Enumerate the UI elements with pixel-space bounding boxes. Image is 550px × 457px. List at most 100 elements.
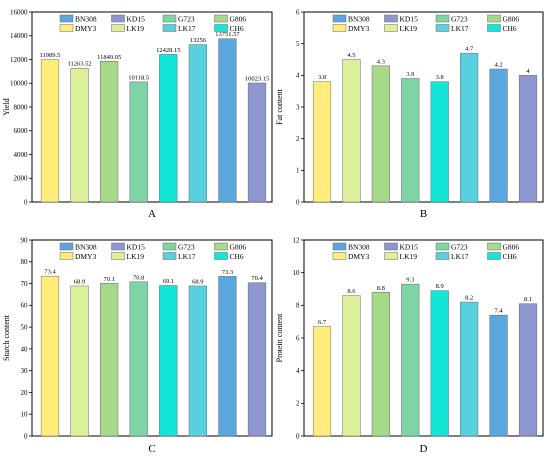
legend-label-kd15: KD15 — [400, 15, 419, 24]
legend-label-g723: G723 — [178, 243, 195, 252]
bar-dmy3 — [40, 59, 60, 203]
y-tick-label: 40 — [21, 345, 29, 353]
bar-g723 — [129, 281, 148, 437]
bar-bn308 — [489, 68, 508, 203]
data-label-bn308: 4.2 — [495, 62, 503, 69]
y-tick-label: 6000 — [14, 127, 29, 135]
y-tick-label: 1 — [296, 167, 300, 175]
data-label-lk19: 11263.52 — [68, 61, 92, 68]
data-label-dmy3: 11989.5 — [40, 52, 61, 59]
y-axis-label: Fat content — [275, 88, 284, 125]
y-axis-label: Protein content — [275, 313, 284, 362]
bar-lk19 — [342, 295, 361, 437]
data-label-lk17: 68.9 — [192, 278, 203, 285]
y-tick-label: 80 — [21, 258, 29, 266]
panel-label: D — [420, 443, 428, 455]
bar-kd15 — [247, 282, 267, 437]
legend-swatch-bn308 — [59, 242, 74, 251]
data-label-kd15: 10023.15 — [245, 75, 269, 82]
legend-label-bn308: BN308 — [75, 15, 97, 24]
chart-panel-d: 0 2 4 6 8 10 12 Protein content 6.7 8.6 8.8 9.3 8.9 8… — [275, 236, 544, 455]
bar-lk17 — [188, 44, 207, 203]
legend-swatch-g723 — [162, 242, 177, 251]
legend-swatch-bn308 — [332, 14, 347, 23]
legend-label-lk17: LK17 — [178, 252, 196, 261]
data-label-ch6: 3.8 — [436, 74, 444, 81]
legend-swatch-ch6 — [487, 252, 501, 260]
legend-label-lk19: LK19 — [400, 24, 418, 33]
y-tick-label: 12 — [293, 236, 301, 244]
data-label-lk17: 8.2 — [465, 295, 473, 302]
data-label-lk19: 8.6 — [347, 288, 356, 295]
data-label-bn308: 73.3 — [222, 269, 233, 276]
bar-lk17 — [188, 285, 207, 437]
chart-panel-a: 0 2000 4000 6000 8000 10000 12000 14000 16000 Yie… — [2, 8, 273, 220]
data-label-lk19: 4.5 — [347, 52, 355, 59]
y-tick-label: 10 — [21, 411, 29, 419]
bar-g806 — [371, 65, 390, 203]
bar-g723 — [129, 81, 148, 203]
chart-panel-c: 0 10 20 30 40 50 60 70 80 90 Starch content 73.4 68.… — [2, 236, 273, 455]
y-tick-label: 60 — [21, 302, 29, 310]
data-label-ch6: 8.9 — [436, 283, 444, 290]
bar-g806 — [100, 61, 119, 203]
bar-dmy3 — [40, 275, 60, 437]
bar-lk19 — [342, 59, 361, 203]
legend: BN308 KD15 G723 G806 DMY3 LK19 LK17 CH6 — [332, 14, 519, 33]
legend-swatch-bn308 — [332, 242, 347, 251]
legend-swatch-g806 — [214, 14, 228, 23]
bar-bn308 — [218, 38, 237, 203]
data-label-kd15: 8.1 — [524, 296, 532, 303]
y-tick-label: 3 — [296, 103, 300, 111]
bar-g806 — [371, 292, 390, 437]
legend-label-g806: G806 — [230, 15, 247, 24]
legend-swatch-bn308 — [59, 14, 74, 23]
legend-swatch-dmy3 — [59, 252, 74, 260]
legend-label-lk19: LK19 — [127, 24, 145, 33]
legend-swatch-ch6 — [214, 252, 228, 260]
legend-label-bn308: BN308 — [348, 243, 370, 252]
legend-swatch-lk19 — [111, 252, 125, 260]
data-label-g723: 3.9 — [406, 71, 414, 78]
y-tick-label: 0 — [24, 432, 28, 440]
legend-label-g723: G723 — [178, 15, 195, 24]
legend-swatch-lk17 — [435, 24, 450, 32]
data-label-dmy3: 3.8 — [318, 74, 326, 81]
data-label-g723: 10118.5 — [128, 74, 149, 81]
data-label-g806: 11849.05 — [97, 54, 121, 61]
legend-label-dmy3: DMY3 — [75, 252, 97, 261]
y-tick-label: 14000 — [10, 32, 28, 40]
chart-panel-b: 0 1 2 3 4 5 6 Fat content 3.8 4.5 4.3 3.9 3.8 4.7 4.2 4… — [275, 8, 544, 220]
legend: BN308 KD15 G723 G806 DMY3 LK19 LK17 CH6 — [59, 14, 247, 33]
legend-label-lk19: LK19 — [127, 252, 145, 261]
legend-swatch-lk19 — [384, 252, 398, 260]
y-tick-label: 16000 — [10, 8, 28, 16]
data-label-dmy3: 73.4 — [44, 269, 56, 276]
y-tick-label: 10 — [293, 269, 301, 277]
legend-swatch-dmy3 — [332, 252, 347, 260]
data-label-ch6: 12428.15 — [156, 47, 180, 54]
y-tick-label: 90 — [21, 236, 29, 244]
legend-label-ch6: CH6 — [230, 252, 244, 261]
y-tick-label: 50 — [21, 324, 29, 332]
y-tick-label: 4000 — [14, 151, 29, 159]
legend-swatch-lk17 — [162, 252, 177, 260]
bar-g723 — [401, 283, 420, 437]
legend-swatch-g723 — [435, 14, 450, 23]
data-label-dmy3: 6.7 — [318, 319, 327, 326]
legend-label-kd15: KD15 — [127, 15, 146, 24]
y-tick-label: 5 — [296, 40, 300, 48]
legend-label-g723: G723 — [451, 243, 468, 252]
y-tick-label: 8000 — [14, 103, 29, 111]
data-label-lk17: 13256 — [190, 37, 207, 44]
panel-label: A — [148, 208, 156, 220]
data-label-ch6: 69.1 — [163, 278, 174, 285]
legend: BN308 KD15 G723 G806 DMY3 LK19 LK17 CH6 — [59, 242, 246, 261]
y-tick-label: 2 — [296, 135, 300, 143]
legend-label-lk17: LK17 — [178, 24, 196, 33]
y-axis-label: Yield — [2, 98, 11, 115]
bar-bn308 — [218, 276, 237, 437]
legend-label-dmy3: DMY3 — [348, 252, 370, 261]
legend-swatch-lk17 — [162, 24, 177, 32]
legend-label-dmy3: DMY3 — [75, 24, 97, 33]
